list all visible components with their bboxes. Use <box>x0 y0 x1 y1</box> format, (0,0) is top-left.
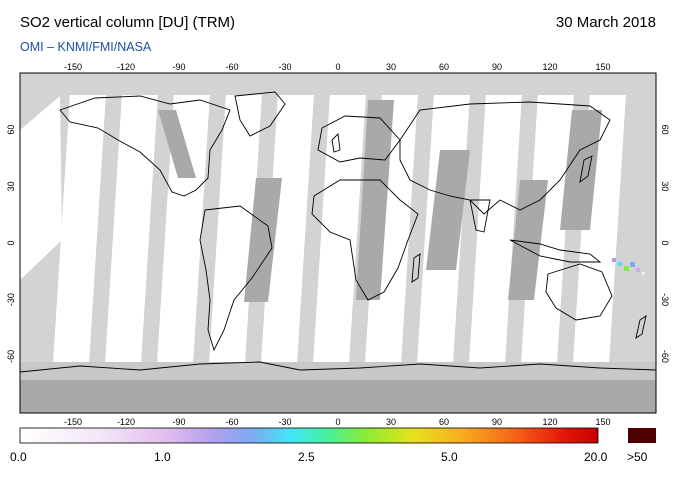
colorbar <box>19 427 599 444</box>
coverage-swaths <box>20 93 626 380</box>
tick-label: -30 <box>278 417 291 427</box>
tick-label: 60 <box>6 125 16 135</box>
colorbar-label: 20.0 <box>584 450 608 464</box>
tick-label: 60 <box>439 62 449 72</box>
tick-label: -150 <box>64 417 82 427</box>
colorbar-label: 0.0 <box>10 450 27 464</box>
tick-label: 60 <box>439 417 449 427</box>
map-frame <box>19 72 657 414</box>
so2-signal <box>612 258 645 275</box>
tick-label: -90 <box>172 417 185 427</box>
tick-label: -60 <box>6 350 16 363</box>
tick-label: 120 <box>542 62 557 72</box>
tick-label: 150 <box>595 417 610 427</box>
tick-label: -30 <box>278 62 291 72</box>
tick-label: 30 <box>386 417 396 427</box>
tick-label: -60 <box>660 350 670 363</box>
tick-label: 150 <box>595 62 610 72</box>
tick-label: -120 <box>117 417 135 427</box>
tick-label: -60 <box>225 62 238 72</box>
tick-label: -30 <box>660 293 670 306</box>
tick-label: 60 <box>660 125 670 135</box>
colorbar-saturation-label: >50 <box>627 450 648 464</box>
tick-label: -30 <box>6 293 16 306</box>
credit-label: OMI – KNMI/FMI/NASA <box>20 40 152 54</box>
tick-label: 0 <box>335 62 340 72</box>
tick-label: 30 <box>386 62 396 72</box>
tick-label: 90 <box>492 417 502 427</box>
chart-title: SO2 vertical column [DU] (TRM) <box>20 14 236 31</box>
coastlines <box>20 91 656 373</box>
lon-ticks-top: -150 -120 -90 -60 -30 0 30 60 90 120 150 <box>64 62 611 72</box>
tick-label: 120 <box>542 417 557 427</box>
colorbar-saturation-swatch <box>628 428 656 443</box>
tick-label: 0 <box>660 240 670 245</box>
tick-label: -120 <box>117 62 135 72</box>
date-label: 30 March 2018 <box>555 14 656 31</box>
tick-label: -150 <box>64 62 82 72</box>
colorbar-label: 2.5 <box>298 450 315 464</box>
tick-label: 30 <box>6 181 16 191</box>
lat-ticks-left: 60 30 0 -30 -60 <box>6 125 16 363</box>
colorbar-label: 1.0 <box>154 450 171 464</box>
lat-ticks-right: 60 30 0 -30 -60 <box>660 125 670 363</box>
tick-label: 0 <box>6 240 16 245</box>
colorbar-label: 5.0 <box>441 450 458 464</box>
lon-ticks-bottom: -150 -120 -90 -60 -30 0 30 60 90 120 150 <box>64 417 611 427</box>
tick-label: 90 <box>492 62 502 72</box>
dark-swaths <box>158 100 602 302</box>
tick-label: 0 <box>335 417 340 427</box>
tick-label: 30 <box>660 181 670 191</box>
tick-label: -90 <box>172 62 185 72</box>
tick-label: -60 <box>225 417 238 427</box>
